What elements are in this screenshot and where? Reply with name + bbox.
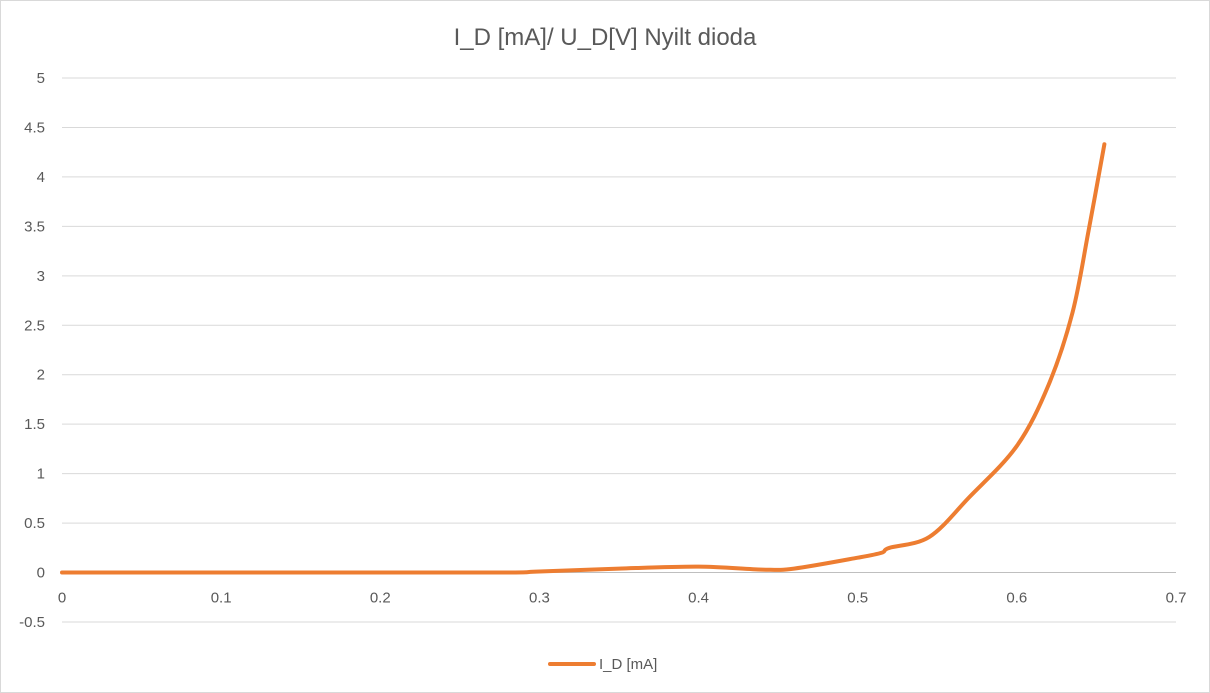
series-line-0: [60, 142, 1107, 575]
y-tick-label: 2.5: [24, 317, 45, 334]
y-tick-label: 2: [37, 367, 45, 384]
y-tick-label: 3.5: [24, 218, 45, 235]
x-tick-label: 0.7: [1166, 590, 1187, 607]
y-tick-label: 0: [37, 565, 45, 582]
x-tick-label: 0.4: [688, 590, 709, 607]
legend-label: I_D [mA]: [599, 656, 657, 673]
grid-lines: [62, 77, 1176, 623]
x-tick-label: 0.1: [211, 590, 232, 607]
y-tick-label: -0.5: [19, 614, 45, 631]
chart-title: I_D [mA]/ U_D[V] Nyilt dioda: [454, 24, 757, 51]
x-tick-label: 0: [58, 590, 66, 607]
y-tick-label: 5: [37, 70, 45, 87]
x-tick-label: 0.6: [1006, 590, 1027, 607]
y-tick-label: 0.5: [24, 515, 45, 532]
series-layer: [60, 142, 1107, 575]
legend: I_D [mA]: [548, 656, 657, 673]
y-tick-label: 3: [37, 268, 45, 285]
x-tick-label: 0.3: [529, 590, 550, 607]
x-axis-tick-labels: 0 0.1 0.2 0.3 0.4 0.5 0.6 0.7: [58, 590, 1187, 607]
x-tick-label: 0.5: [847, 590, 868, 607]
y-tick-label: 4: [37, 169, 45, 186]
y-axis-tick-labels: -0.5 0 0.5 1 1.5 2 2.5 3 3.5 4 4.5 5: [19, 70, 45, 631]
y-tick-label: 4.5: [24, 119, 45, 136]
y-tick-label: 1.5: [24, 416, 45, 433]
y-tick-label: 1: [37, 466, 45, 483]
x-tick-label: 0.2: [370, 590, 391, 607]
